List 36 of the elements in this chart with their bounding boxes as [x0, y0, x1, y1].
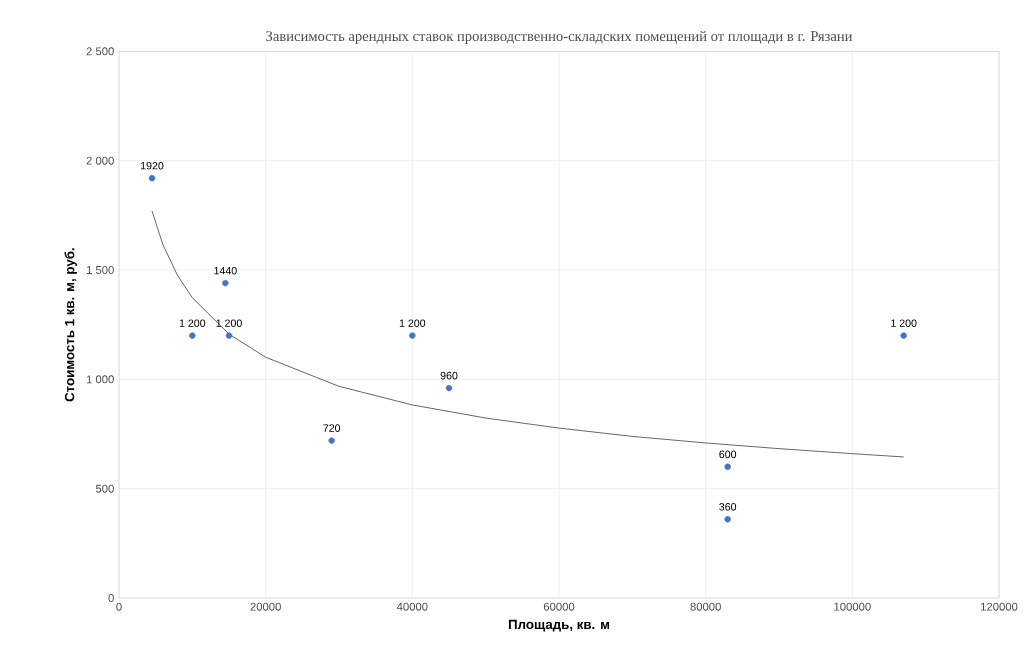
point	[222, 279, 229, 287]
y-tick-label: 1 000	[86, 375, 114, 384]
x-tick-label: 40000	[396, 602, 428, 611]
point	[900, 332, 907, 339]
x-tick-label: 80000	[690, 602, 721, 611]
data-label: 600	[719, 450, 737, 459]
point	[328, 437, 335, 444]
point	[148, 174, 156, 182]
data-label: 1 200	[399, 319, 426, 327]
y-tick-label: 2 500	[86, 47, 114, 56]
x-tick-label: 120000	[981, 602, 1018, 611]
data-label: 360	[719, 503, 737, 511]
point	[724, 463, 731, 470]
y-tick-label: 1 500	[86, 266, 114, 274]
x-axis-title: Площадь, кв. м	[508, 619, 610, 632]
point	[225, 332, 233, 339]
data-label: 1440	[214, 266, 237, 275]
x-tick-label: 20000	[250, 602, 281, 611]
chart-title: Зависимость арендных ставок производственно-складских помещений от площади в г. Рязани	[266, 30, 853, 44]
point	[724, 516, 731, 523]
y-axis-title: Стоимость 1 кв. м, руб.	[64, 248, 77, 402]
data-label: 960	[440, 371, 458, 380]
point	[409, 332, 416, 339]
y-tick-label: 2 000	[86, 156, 114, 165]
data-label: 1 200	[891, 319, 917, 327]
point	[445, 384, 453, 392]
point	[189, 332, 196, 339]
x-tick-label: 100000	[834, 602, 871, 611]
x-tick-label: 0	[116, 602, 122, 611]
x-tick-label: 60000	[543, 602, 575, 611]
data-label: 1920	[140, 161, 164, 170]
data-label: 720	[323, 424, 341, 432]
y-tick-label: 0	[108, 594, 114, 602]
data-label: 1 200	[179, 319, 206, 327]
y-tick-label: 500	[95, 484, 114, 493]
data-label: 1 200	[216, 319, 242, 327]
